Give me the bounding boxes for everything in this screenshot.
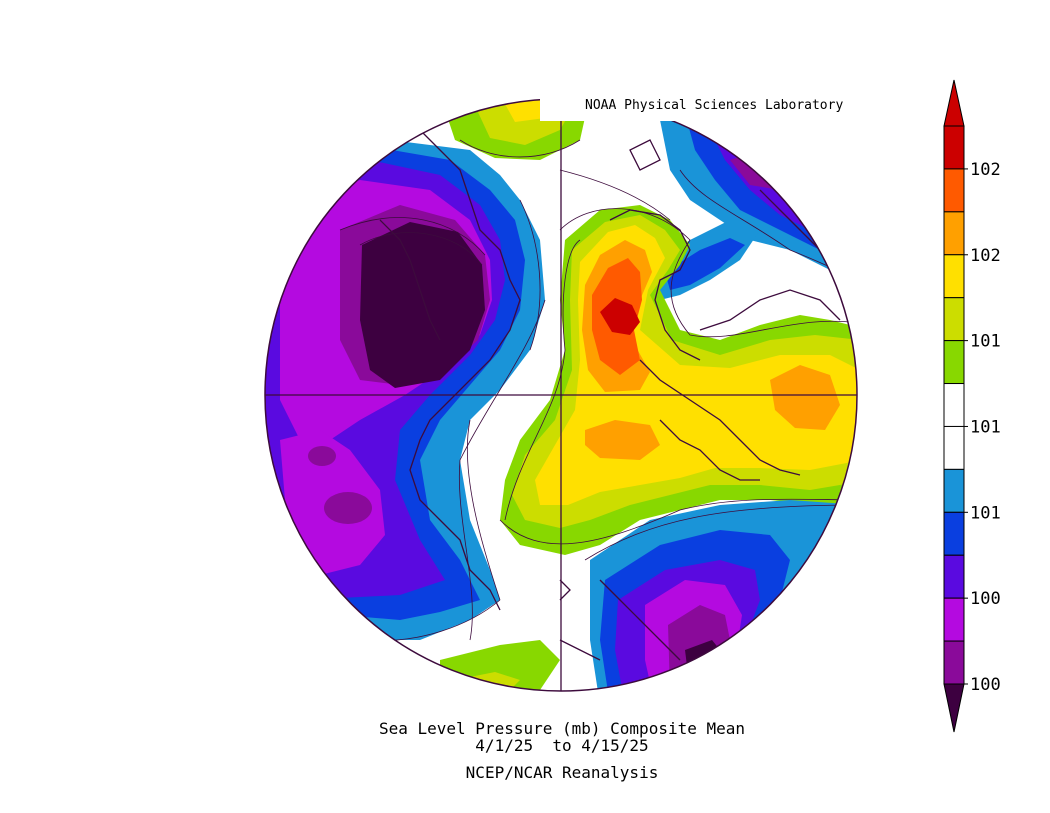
colorbar-label: 1020 [970,246,1000,266]
credit-text: NOAA Physical Sciences Laboratory [585,98,844,113]
left-low-center [360,222,485,388]
colorbar-label: 1008 [970,589,1000,609]
colorbar-block [943,297,965,342]
colorbar-block [943,125,965,170]
colorbar-label: 1017 [970,332,1000,352]
colorbar-block [943,640,965,685]
small-low-a [308,446,336,466]
central-high-red [600,298,640,335]
colorbar-block [943,511,965,556]
colorbar-block [943,425,965,470]
small-low-b [324,492,372,524]
colorbar-over-arrow [943,79,965,127]
central-high-orange-lower [585,420,660,460]
colorbar-label: 1023 [970,160,1000,180]
title-block: Sea Level Pressure (mb) Composite Mean 4… [312,720,812,781]
colorbar-blocks [943,125,965,685]
credit-background [540,95,860,121]
colorbar-block [943,168,965,213]
colorbar-label: 1014 [970,417,1000,437]
colorbar-block [943,211,965,256]
map-title: Sea Level Pressure (mb) Composite Mean [378,719,746,738]
colorbar-block [943,340,965,385]
colorbar-block [943,254,965,299]
date-range: 4/1/25 to 4/15/25 [475,736,649,755]
greenland-swirl-blue [665,238,745,290]
colorbar-block [943,597,965,642]
data-source: NCEP/NCAR Reanalysis [465,763,659,782]
colorbar-label: 1005 [970,675,1000,695]
isobar-lines [339,139,857,642]
central-high-orange-right [770,365,840,430]
colorbar-block [943,554,965,599]
bottom-low-center [685,640,728,691]
coastlines [379,129,841,661]
colorbar-block [943,383,965,427]
colorbar-under-arrow [943,683,965,733]
colorbar-block [943,468,965,513]
